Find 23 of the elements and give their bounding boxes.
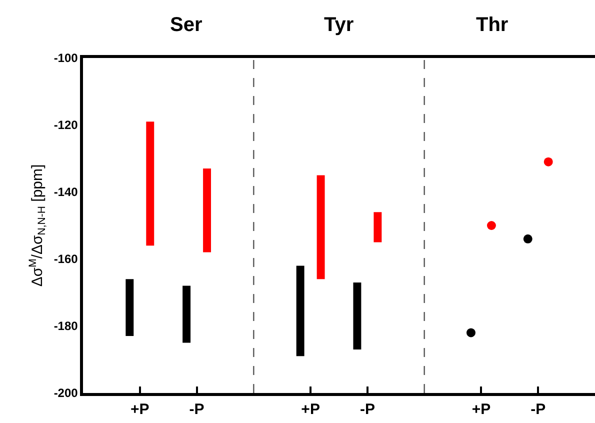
y-tick-label: -180 (54, 319, 78, 334)
bar (296, 266, 304, 356)
bar (316, 175, 325, 280)
bar (353, 282, 362, 350)
bar (126, 279, 134, 336)
chart-title: Tyr (324, 14, 354, 36)
chart-title: Thr (476, 14, 508, 36)
chart-title: Ser (170, 14, 202, 36)
x-tick-label: -P (530, 400, 546, 418)
x-tick-label: +P (130, 400, 150, 418)
x-tick-label: -P (360, 400, 375, 418)
bar (374, 212, 382, 242)
x-tick-label: -P (189, 400, 204, 418)
x-tick-label: +P (301, 400, 320, 418)
y-tick-label: -200 (54, 386, 78, 400)
bar (182, 286, 191, 343)
y-tick-label: -160 (54, 252, 78, 266)
bar (203, 168, 211, 252)
bar (146, 122, 154, 246)
y-tick-label: -140 (54, 185, 78, 200)
y-tick-label: -120 (54, 118, 78, 132)
y-tick-label: -100 (54, 51, 78, 66)
x-tick-label: +P (472, 400, 491, 418)
